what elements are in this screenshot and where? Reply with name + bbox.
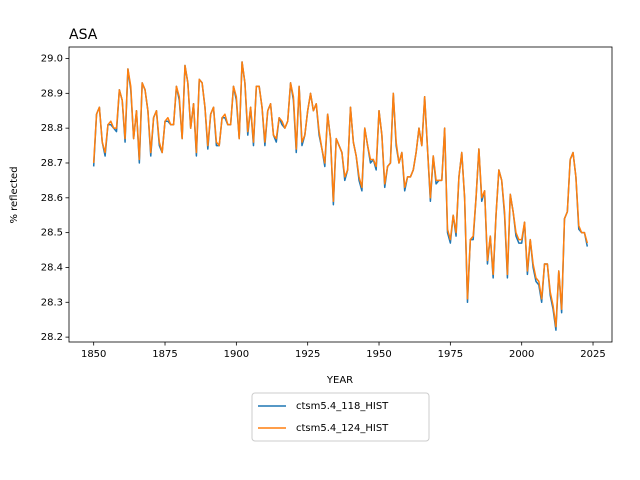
legend-label: ctsm5.4_124_HIST (296, 423, 389, 434)
x-tick-label: 1975 (438, 349, 463, 360)
y-tick-label: 28.6 (41, 193, 63, 204)
x-tick-label: 2000 (509, 349, 534, 360)
y-axis-label: % reflected (9, 166, 20, 223)
plot-area (92, 61, 589, 331)
legend (251, 392, 430, 442)
x-tick-label: 1875 (152, 349, 177, 360)
y-tick-label: 28.8 (41, 123, 63, 134)
y-tick-label: 29.0 (41, 53, 63, 64)
y-tick-label: 28.5 (41, 228, 63, 239)
series-line (92, 61, 589, 328)
x-tick-label: 2025 (580, 349, 605, 360)
x-tick-label: 1950 (366, 349, 391, 360)
y-tick-label: 28.2 (41, 332, 63, 343)
y-tick-label: 28.4 (41, 262, 63, 273)
axes-frame (68, 46, 613, 343)
y-tick-label: 28.9 (41, 88, 63, 99)
x-tick-label: 1900 (224, 349, 249, 360)
chart-title: ASA (69, 27, 98, 43)
y-tick-label: 28.7 (41, 158, 63, 169)
x-axis-label: YEAR (326, 375, 353, 386)
y-tick-label: 28.3 (41, 297, 63, 308)
x-tick-label: 1925 (295, 349, 320, 360)
x-tick-label: 1850 (81, 349, 106, 360)
legend-label: ctsm5.4_118_HIST (296, 401, 389, 412)
legend-entries: ctsm5.4_118_HIST ctsm5.4_124_HIST (258, 401, 389, 434)
